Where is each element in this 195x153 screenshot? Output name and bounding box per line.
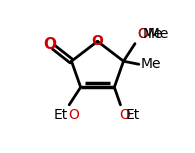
Text: Me: Me	[143, 27, 164, 41]
Text: O: O	[43, 37, 56, 52]
Text: O: O	[68, 108, 79, 122]
Text: O: O	[92, 34, 103, 48]
Text: O: O	[137, 27, 148, 41]
Text: O: O	[120, 108, 131, 122]
Text: Me: Me	[140, 57, 161, 71]
Text: Et: Et	[126, 108, 140, 122]
Text: OMe: OMe	[137, 27, 169, 41]
Text: Et: Et	[53, 108, 68, 122]
